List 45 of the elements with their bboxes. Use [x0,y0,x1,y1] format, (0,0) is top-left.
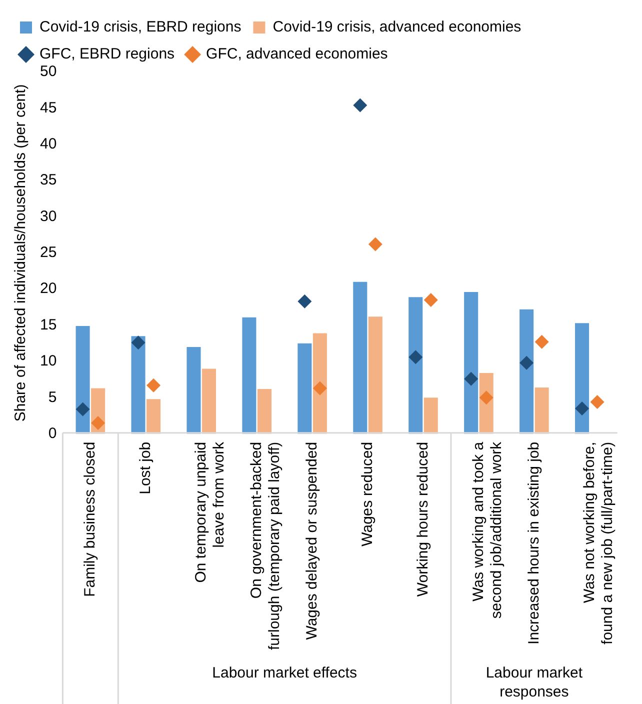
y-axis-title: Share of affected individuals/households (per cent) [12,84,30,422]
bar [131,336,146,434]
x-tick-label: Lost job [137,442,154,494]
x-tick-label: Was working and took a second job/additional work [470,441,505,619]
bar [76,326,90,434]
bar [534,388,549,434]
bar [353,282,368,434]
bar [575,323,590,434]
bar [312,333,327,434]
legend-label: Covid-19 crisis, advanced economies [272,18,522,36]
x-tick-label: Wages reduced [358,442,376,546]
y-tick-label: 35 [40,172,57,189]
x-tick-label: Family business closed [82,442,99,597]
y-tick-label: 15 [40,316,57,334]
x-tick-label: Was not working before, found a new job (full/part-time) [580,442,616,644]
y-tick-label: 0 [48,424,57,442]
text: Labour market effects [212,664,357,682]
legend-label: Covid-19 crisis, EBRD regions [40,18,242,36]
bar [368,316,382,434]
y-tick-label: 50 [40,63,57,80]
y-tick-label: 45 [40,99,57,116]
y-tick-label: 10 [40,352,57,370]
bar [202,368,216,434]
bar [520,309,534,434]
bar [464,292,478,434]
x-tick-label: On temporary unpaid leave from work [192,441,228,583]
legend-label: GFC, EBRD regions [40,46,175,63]
bar [146,399,161,434]
y-tick-label: 25 [40,244,57,262]
bar [298,343,312,434]
bar [242,317,256,434]
legend-label: GFC, advanced economies [206,46,388,63]
bar [257,388,272,434]
text: Labour market responses [486,664,584,701]
bar [424,398,438,434]
x-tick-label: Wages delayed or suspended [303,442,320,640]
y-tick-label: 5 [48,388,57,406]
x-tick-label: On government-backed furlough (temporary paid layoff) [248,442,283,650]
y-tick-label: 40 [40,136,57,153]
bar [186,346,201,434]
y-tick-label: 30 [40,208,57,225]
y-tick-label: 20 [40,280,57,298]
x-tick-label: Working hours reduced [414,442,432,597]
x-tick-label: Increased hours in existing job [525,442,542,644]
bar [408,297,423,434]
